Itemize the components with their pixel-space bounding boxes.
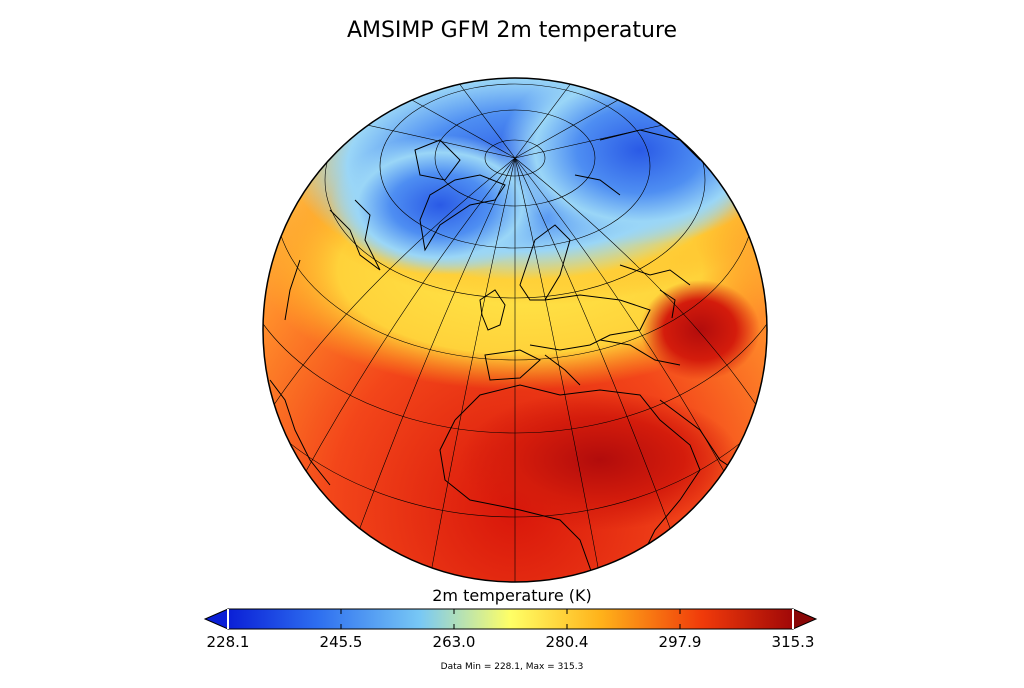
map-title: AMSIMP GFM 2m temperature [346, 18, 678, 43]
colorbar-tick-label: 263.0 [432, 633, 476, 651]
colorbar-label: 2m temperature (K) [432, 586, 592, 605]
colorbar [203, 608, 818, 630]
colorbar-min-extend [203, 608, 229, 630]
colorbar-tick-label: 297.9 [658, 633, 702, 651]
colorbar-ticks [340, 609, 681, 629]
colorbar-tick-label: 228.1 [206, 633, 250, 651]
globe-outline [262, 77, 768, 583]
colorbar-tick-label: 245.5 [319, 633, 363, 651]
data-stats: Data Min = 228.1, Max = 315.3 [440, 662, 584, 672]
colorbar-tick-label: 315.3 [771, 633, 815, 651]
temperature-field [263, 78, 767, 582]
coastlines [269, 129, 736, 582]
colorbar-tick-label: 280.4 [545, 633, 589, 651]
colorbar-body [227, 608, 794, 630]
colorbar-max-extend [792, 608, 818, 630]
